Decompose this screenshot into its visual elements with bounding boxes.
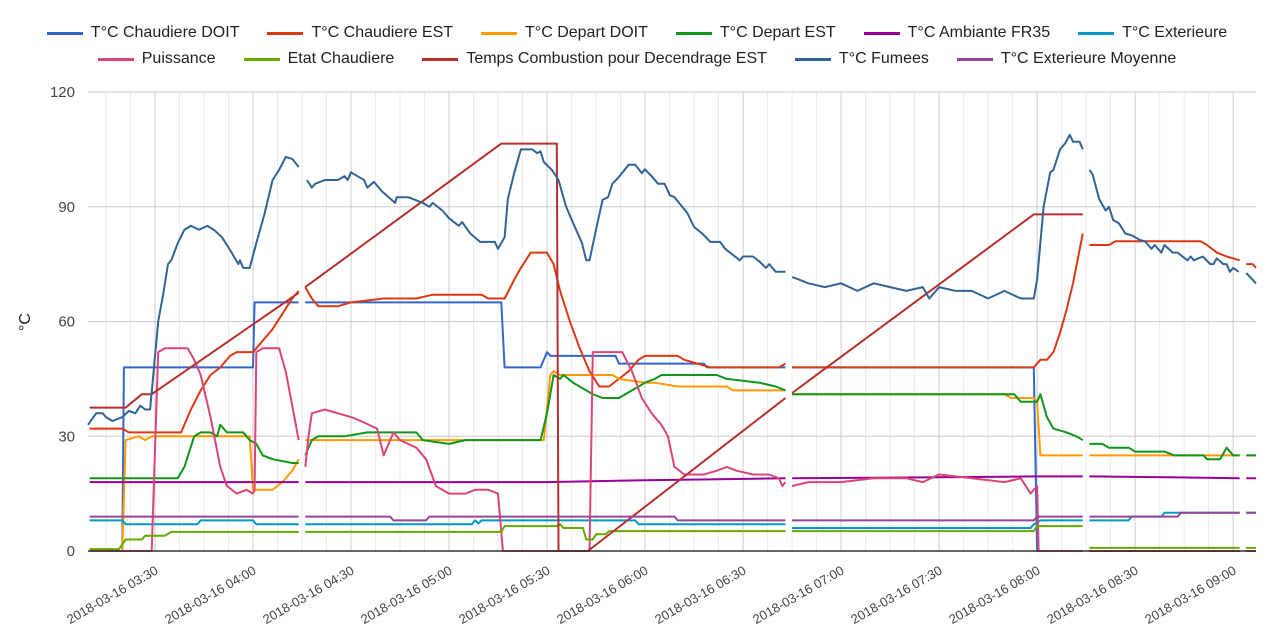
x-tick-label: 2018-03-16 08:00 [946,563,1042,626]
legend-swatch [481,31,518,35]
legend-label: T°C Chaudiere EST [311,24,454,41]
legend-swatch [863,31,900,35]
legend-row: Puissance Etat Chaudiere Temps Combustion … [0,46,1274,72]
legend-label: Puissance [141,50,216,67]
x-tick-label: 2018-03-16 07:00 [750,563,846,626]
legend-item[interactable]: T°C Fumees [794,50,929,68]
series-lines [87,133,1257,552]
series-line-8 [89,523,1256,551]
series-line-4 [89,374,1256,480]
x-tick-label: 2018-03-16 05:30 [456,563,552,626]
series-line-3 [89,370,1256,552]
legend-item[interactable]: Temps Combustion pour Decendrage EST [422,50,767,68]
series-line-9 [89,142,1256,552]
legend-swatch [956,57,993,61]
legend-item[interactable]: T°C Chaudiere EST [267,24,453,42]
series-line-10 [87,133,1257,426]
legend-label: T°C Depart EST [719,24,836,41]
legend-label: T°C Chaudiere DOIT [90,24,240,41]
series-line-7 [89,347,1256,552]
legend-swatch [46,31,83,35]
x-tick-label: 2018-03-16 08:30 [1044,563,1140,626]
legend-swatch [675,31,712,35]
legend-label: T°C Depart DOIT [525,24,648,41]
legend-swatch [1078,31,1115,35]
y-tick-label: 90 [58,199,75,216]
legend-label: T°C Exterieure Moyenne [1000,50,1177,67]
series-line-5 [89,475,1256,484]
series-line-6 [89,511,1256,529]
legend-swatch [422,57,459,61]
legend-label: Etat Chaudiere [287,50,395,67]
legend-swatch [794,57,831,61]
x-tick-label: 2018-03-16 05:00 [358,563,454,626]
legend-item[interactable]: T°C Exterieure Moyenne [956,50,1177,68]
y-tick-label: 60 [58,314,75,331]
y-axis-label: °C [17,313,34,331]
x-tick-label: 2018-03-16 04:00 [162,563,258,626]
legend-swatch [243,57,280,61]
chart-legend: T°C Chaudiere DOIT T°C Chaudiere EST T°C D… [0,20,1274,72]
legend-row: T°C Chaudiere DOIT T°C Chaudiere EST T°C D… [0,20,1274,46]
legend-swatch [267,31,304,35]
series-line-2 [89,233,1257,434]
x-tick-label: 2018-03-16 03:30 [64,563,160,626]
x-tick-label: 2018-03-16 04:30 [260,563,356,626]
x-tick-label: 2018-03-16 09:00 [1142,563,1238,626]
legend-item[interactable]: T°C Exterieure [1078,24,1227,42]
series-line-11 [89,511,1256,522]
x-tick-label: 2018-03-16 06:00 [554,563,650,626]
legend-label: T°C Ambiante FR35 [907,24,1051,41]
legend-item[interactable]: T°C Ambiante FR35 [863,24,1051,42]
y-tick-label: 0 [67,543,75,560]
legend-label: T°C Exterieure [1122,24,1228,41]
legend-item[interactable]: T°C Chaudiere DOIT [46,24,240,42]
legend-swatch [97,57,134,61]
legend-item[interactable]: Puissance [97,50,216,68]
y-tick-label: 30 [58,428,75,445]
x-tick-label: 2018-03-16 06:30 [652,563,748,626]
y-tick-label: 120 [50,84,75,101]
legend-label: Temps Combustion pour Decendrage EST [466,50,767,67]
legend-item[interactable]: T°C Depart EST [675,24,836,42]
series-line-1 [89,301,1256,552]
legend-item[interactable]: T°C Depart DOIT [481,24,648,42]
x-tick-label: 2018-03-16 07:30 [848,563,944,626]
legend-item[interactable]: Etat Chaudiere [243,50,395,68]
legend-label: T°C Fumees [838,50,929,67]
